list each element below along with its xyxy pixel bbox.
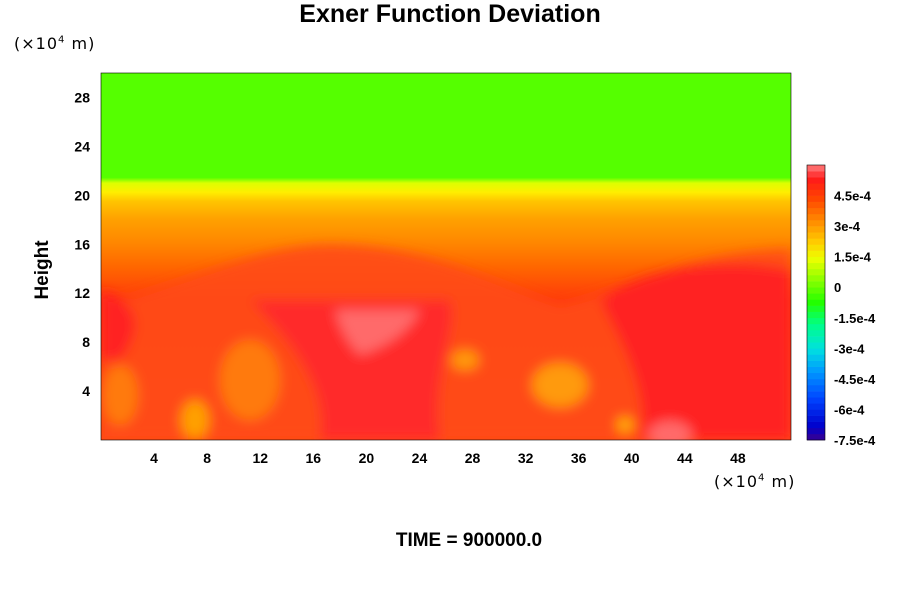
x-tick-label: 12	[252, 450, 268, 466]
colorbar-segment	[807, 177, 825, 184]
y-tick-label: 12	[74, 285, 90, 301]
colorbar-segment	[807, 421, 825, 429]
colorbar: 4.5e-4 3e-4 1.5e-4 0 -1.5e-4 -3e-4 -4.5e-4 -6e-…	[806, 164, 876, 448]
colorbar-segment	[807, 268, 825, 276]
x-tick-label: 20	[359, 450, 375, 466]
colorbar-tick-label: 0	[834, 280, 841, 295]
colorbar-segment	[807, 372, 825, 380]
colorbar-segment	[807, 354, 825, 361]
colorbar-tick-label: -6e-4	[834, 402, 865, 417]
colorbar-segment	[807, 427, 825, 435]
colorbar-tick-label: -4.5e-4	[834, 372, 876, 387]
x-tick-label: 16	[306, 450, 322, 466]
x-tick-label: 28	[465, 450, 481, 466]
colorbar-segment	[807, 433, 825, 441]
colorbar-segment	[807, 165, 825, 172]
colorbar-segment	[807, 366, 825, 374]
colorbar-segment	[807, 360, 825, 367]
colorbar-segment	[807, 330, 825, 337]
colorbar-segment	[807, 171, 825, 178]
field-plot	[101, 73, 791, 440]
y-tick-label: 28	[74, 89, 90, 105]
colorbar-segment	[807, 299, 825, 306]
y-tick-label: 4	[82, 383, 90, 399]
colorbar-segment	[807, 183, 825, 190]
x-axis-unit: (×104 m)	[714, 472, 796, 491]
colorbar-segment	[807, 305, 825, 312]
colorbar-tick-label: 4.5e-4	[834, 189, 872, 204]
colorbar-tick-label: 3e-4	[834, 219, 861, 234]
colorbar-segment	[807, 323, 825, 331]
colorbar-border	[806, 164, 826, 441]
x-axis: 4 8 12 16 20 24 28 32 36 40 44 48	[150, 450, 746, 466]
y-tick-label: 16	[74, 236, 90, 252]
colorbar-segment	[807, 403, 825, 410]
colorbar-segment	[807, 311, 825, 319]
colorbar-segment	[807, 201, 825, 209]
colorbar-segment	[807, 244, 825, 251]
colorbar-segment	[807, 287, 825, 294]
colorbar-segment	[807, 189, 825, 196]
colorbar-segment	[807, 342, 825, 349]
colorbar-segment	[807, 385, 825, 392]
colorbar-segment	[807, 220, 825, 227]
colorbar-segment	[807, 397, 825, 404]
x-tick-label: 40	[624, 450, 640, 466]
y-axis-unit: (×104 m)	[14, 34, 96, 53]
colorbar-segment	[807, 250, 825, 257]
colorbar-tick-label: -7.5e-4	[834, 433, 876, 448]
colorbar-segment	[807, 336, 825, 343]
colorbar-segment	[807, 317, 825, 325]
colorbar-segment	[807, 232, 825, 239]
colorbar-segment	[807, 207, 825, 215]
colorbar-segment	[807, 415, 825, 422]
colorbar-segment	[807, 409, 825, 416]
colorbar-segment	[807, 391, 825, 398]
plot-border	[100, 72, 792, 441]
colorbar-segment	[807, 348, 825, 355]
colorbar-segment	[807, 293, 825, 300]
x-tick-label: 48	[730, 450, 746, 466]
x-tick-label: 4	[150, 450, 158, 466]
colorbar-segment	[807, 275, 825, 282]
y-tick-label: 8	[82, 334, 90, 350]
x-tick-label: 8	[203, 450, 211, 466]
colorbar-segment	[807, 238, 825, 245]
colorbar-segment	[807, 378, 825, 386]
colorbar-segment	[807, 213, 825, 221]
y-tick-label: 20	[74, 187, 90, 203]
x-tick-label: 24	[412, 450, 428, 466]
colorbar-segment	[807, 262, 825, 270]
x-tick-label: 36	[571, 450, 587, 466]
colorbar-segment	[807, 226, 825, 233]
x-tick-label: 44	[677, 450, 693, 466]
colorbar-tick-label: -3e-4	[834, 341, 865, 356]
colorbar-tick-label: -1.5e-4	[834, 311, 876, 326]
y-tick-label: 24	[74, 138, 90, 154]
chart-title: Exner Function Deviation	[299, 0, 601, 28]
x-tick-label: 32	[518, 450, 534, 466]
colorbar-segment	[807, 281, 825, 288]
colorbar-segment	[807, 256, 825, 264]
time-label: TIME = 900000.0	[395, 530, 543, 551]
colorbar-tick-label: 1.5e-4	[834, 250, 872, 265]
y-axis: 4 8 12 16 20 24 28	[74, 89, 90, 399]
colorbar-segment	[807, 195, 825, 202]
